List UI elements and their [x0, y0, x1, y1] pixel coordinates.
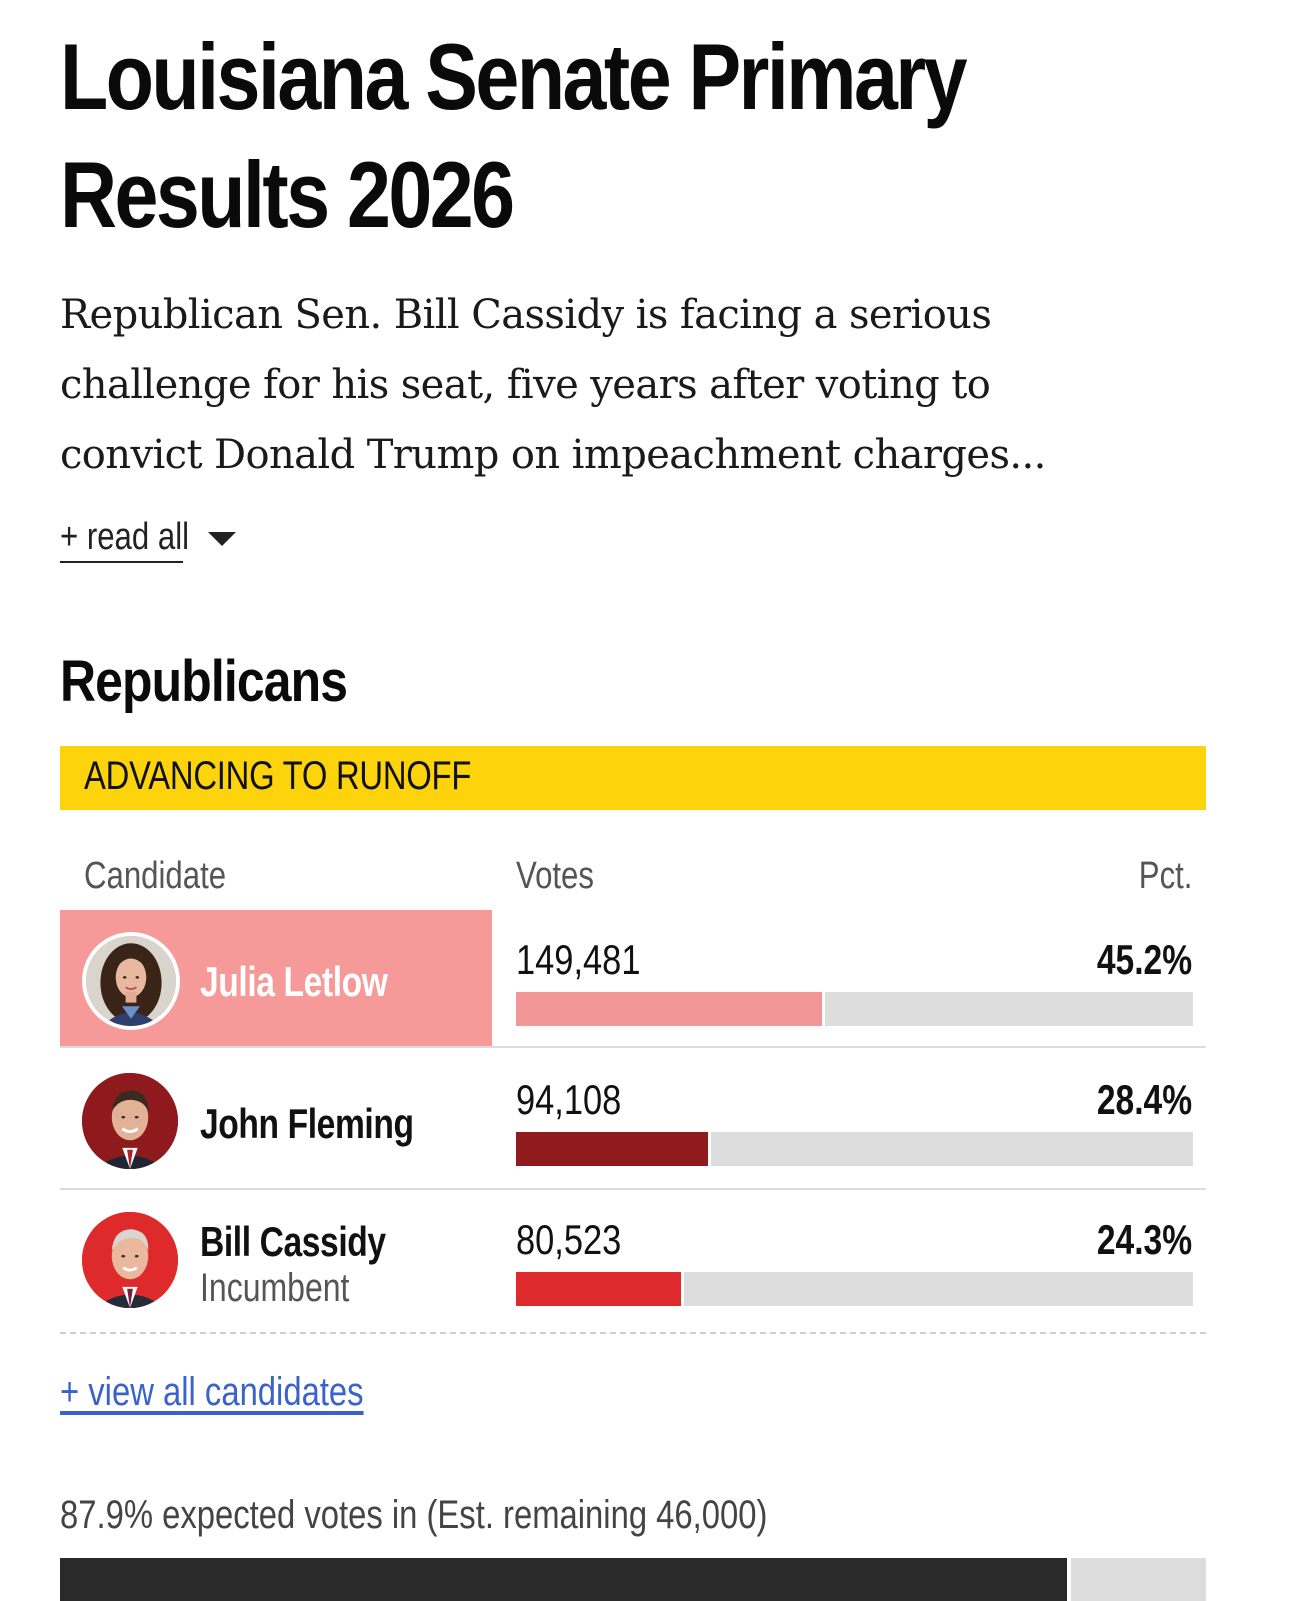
vote-share-bar-fill [516, 1272, 684, 1306]
candidate-pct: 28.4% [1096, 1076, 1192, 1123]
dek-line2: challenge for his seat, five years after… [60, 362, 991, 408]
vote-share-bar [516, 1272, 1193, 1306]
candidate-votes: 94,108 [516, 1076, 622, 1123]
candidate-photo-avatar [82, 1212, 178, 1308]
page-title-line1: Louisiana Senate Primary [60, 24, 967, 129]
page-title-line2: Results 2026 [60, 142, 515, 247]
runoff-banner: ADVANCING TO RUNOFF [60, 746, 1206, 810]
incumbent-label: Incumbent [200, 1266, 350, 1310]
candidate-name: John Fleming [200, 1100, 414, 1147]
column-header-candidate: Candidate [84, 855, 227, 897]
vote-share-bar-fill [516, 1132, 712, 1166]
candidate-votes: 80,523 [516, 1216, 622, 1263]
caret-down-icon[interactable] [208, 532, 236, 546]
vote-share-bar [516, 992, 1193, 1026]
candidate-row: Julia Letlow 149,481 45.2% [60, 910, 1206, 1048]
portrait-woman-icon [86, 936, 176, 1026]
article-dek: Republican Sen. Bill Cassidy is facing a… [60, 280, 1190, 490]
column-header-pct: Pct. [1138, 855, 1192, 897]
view-all-candidates-link[interactable]: + view all candidates [60, 1370, 364, 1414]
dek-line1: Republican Sen. Bill Cassidy is facing a… [60, 292, 992, 338]
candidate-cell: John Fleming [60, 1050, 492, 1190]
read-all-toggle[interactable]: + read all [60, 515, 236, 563]
candidate-name: Bill Cassidy [200, 1218, 386, 1265]
candidate-votes: 149,481 [516, 936, 641, 983]
portrait-man-icon [82, 1212, 178, 1308]
portrait-man-icon [82, 1073, 178, 1169]
candidate-row: John Fleming 94,108 28.4% [60, 1050, 1206, 1190]
candidate-cell: Bill Cassidy Incumbent [60, 1190, 492, 1332]
candidate-pct: 45.2% [1096, 936, 1192, 983]
page-title: Louisiana Senate Primary Results 2026 [60, 18, 1026, 254]
candidate-row: Bill Cassidy Incumbent 80,523 24.3% [60, 1190, 1206, 1334]
vote-share-bar-fill [516, 992, 825, 1026]
expected-votes-progress [60, 1558, 1206, 1601]
candidate-name: Julia Letlow [200, 958, 388, 1005]
candidate-cell-winner: Julia Letlow [60, 910, 492, 1048]
candidate-photo-avatar [82, 1073, 178, 1169]
row-divider-dashed [60, 1332, 1206, 1334]
row-divider [60, 1188, 1206, 1190]
expected-votes-text: 87.9% expected votes in (Est. remaining … [60, 1493, 768, 1537]
dek-line3: convict Donald Trump on impeachment char… [60, 432, 1046, 478]
candidate-pct: 24.3% [1096, 1216, 1192, 1263]
read-all-link[interactable]: + read all [60, 515, 189, 563]
candidate-photo-avatar [82, 932, 180, 1030]
row-divider [60, 1046, 1206, 1048]
vote-share-bar [516, 1132, 1193, 1166]
runoff-banner-label: ADVANCING TO RUNOFF [84, 754, 472, 798]
column-header-votes: Votes [516, 855, 594, 897]
party-heading: Republicans [60, 649, 348, 714]
expected-votes-progress-fill [60, 1558, 1072, 1601]
